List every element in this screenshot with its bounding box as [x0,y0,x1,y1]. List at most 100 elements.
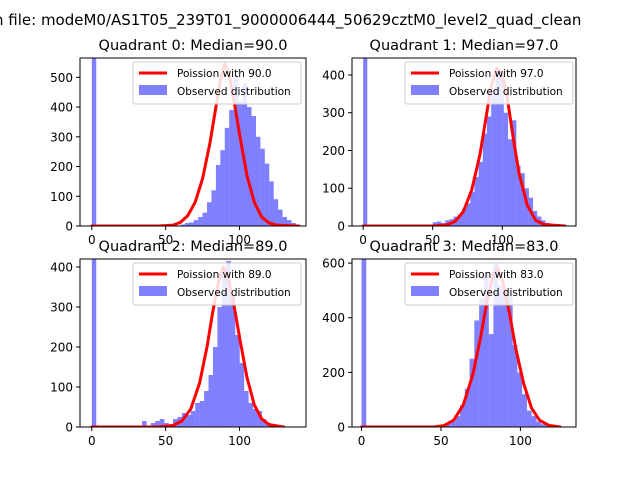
quadrant-0-hist-bar [238,101,243,226]
quadrant-3-hist-bar [455,416,461,427]
quadrant-2-legend-fit-label: Poission with 89.0 [177,269,272,281]
quadrant-2-hist-bar [186,415,191,427]
quadrant-0-hist-bar [215,165,221,226]
quadrant-1-ytick-label: 0 [337,220,345,234]
quadrant-1-ytick-label: 100 [322,182,345,196]
quadrant-0-hist-bar [260,148,265,226]
quadrant-0-legend: Poission with 90.0 Observed distribution [132,61,302,105]
quadrant-0-hist-bar [184,223,190,226]
quadrant-1-hist-bar [516,165,521,226]
quadrant-1-xtick-label: 0 [359,233,367,247]
quadrant-1-hist-bar [461,209,467,226]
quadrant-0-axes-frame [79,57,307,227]
quadrant-0-hist-bar [282,217,287,226]
quadrant-3-hist-bar [517,372,523,427]
quadrant-0-ytick-label: 100 [50,190,73,204]
quadrant-2-hist-bar [199,401,205,427]
quadrant-1-panel: 0 50 100 0 100 200 300 400 Quadrant 1: Median=97… [322,38,577,247]
quadrant-3-hist-bar [450,421,456,427]
quadrant-3-legend-box [404,262,574,306]
quadrant-3-hist-bar [474,320,480,427]
quadrant-2-panel: 0 50 100 0 100 200 300 400 Quadrant 2: Median=89… [50,239,307,448]
quadrant-3-legend-fit-label: Poission with 83.0 [449,269,544,281]
quadrant-2-legend-hist-label: Observed distribution [177,287,291,299]
quadrant-0-hist-bar [189,222,194,226]
quadrant-0-ytick-label: 200 [50,160,73,174]
quadrant-3-hist-bar [493,263,499,427]
quadrant-0-xtick-label: 0 [88,233,96,247]
quadrant-2-ytick-label: 300 [50,301,73,315]
quadrant-2-hist-bar-zero [91,259,97,427]
quadrant-1-hist-bar [503,112,509,226]
quadrant-3-hist-bar [498,284,504,427]
quadrant-1-hist-bar [491,90,496,226]
quadrant-0-hist-bar [233,74,239,226]
quadrant-1-xtick-label: 100 [491,233,514,247]
quadrant-0-hist-bar [251,115,256,226]
quadrant-1-hist-bar [466,203,471,226]
quadrant-0-hist-bar [273,199,279,226]
quadrant-2-hist-bar [212,347,218,427]
quadrant-0-legend-box [132,61,302,105]
quadrant-3-title: Quadrant 3: Median=83.0 [370,239,559,255]
quadrant-2-hist-bar [204,391,209,427]
quadrant-1-hist-bar [495,69,500,226]
quadrant-2-ytick-label: 400 [50,261,73,275]
quadrant-2-axes-frame [79,258,307,428]
quadrant-0-hist-bar [229,110,234,226]
quadrant-3-hist-bar [445,424,451,427]
quadrant-1-ytick-label: 300 [322,106,345,120]
quadrant-3-ytick-label: 600 [322,257,345,271]
quadrant-1-hist-bar [436,221,442,226]
quadrant-3-hist-bar [512,345,518,427]
quadrant-3-xtick-label: 0 [358,434,366,448]
quadrant-1-hist-bar [432,222,438,226]
quadrant-2-hist-bar [142,421,147,427]
figure-suptitle: n file: modeM0/AS1T05_239T01_9000006444_… [0,11,581,30]
quadrant-3-hist-bar [488,334,494,427]
quadrant-3-hist-bar [507,295,513,427]
quadrant-0-panel: 0 50 100 0 100 200 300 400 500 Quadrant 0: Median… [50,38,307,247]
quadrant-3-hist-bar [541,424,547,427]
quadrant-1-hist-bar [478,161,483,226]
quadrant-0-legend-hist-swatch [139,85,167,95]
quadrant-2-xtick-label: 100 [228,434,251,448]
quadrant-2-hist-bar [243,391,249,427]
quadrant-0-title: Quadrant 0: Median=90.0 [99,38,288,54]
quadrant-0-legend-fit-label: Poission with 90.0 [177,68,272,80]
quadrant-1-legend-box [404,61,574,105]
quadrant-1-legend-fit-label: Poission with 97.0 [449,68,544,80]
quadrant-1-legend-hist-label: Observed distribution [449,86,563,98]
quadrant-0-hist-bar [180,224,186,226]
quadrant-2-title: Quadrant 2: Median=89.0 [99,239,288,255]
quadrant-0-hist-bar [286,220,292,226]
quadrant-2-hist-bar [252,409,258,427]
quadrant-0-hist-bar [207,202,212,226]
quadrant-2-hist-bar [239,363,245,427]
quadrant-3-ytick-label: 0 [337,421,345,435]
quadrant-1-hist-bar-zero [363,58,368,226]
quadrant-1-hist-bar [470,192,475,226]
quadrant-1-legend: Poission with 97.0 Observed distribution [404,61,574,105]
quadrant-3-legend-hist-swatch [411,286,439,296]
quadrant-0-legend-hist-label: Observed distribution [177,86,291,98]
quadrant-3-xtick-label: 100 [509,434,532,448]
quadrant-3-hist-bar [526,410,532,427]
quadrant-2-hist-bar [230,295,236,427]
quadrant-1-hist-bar [457,214,463,226]
quadrant-3-hist-bar [521,394,527,427]
quadrant-2-hist-bar [261,419,267,427]
quadrant-0-xtick-label: 100 [228,233,251,247]
quadrant-1-hist-bar [474,176,479,226]
quadrant-3-legend: Poission with 83.0 Observed distribution [404,262,574,306]
quadrant-2-ytick-label: 100 [50,381,73,395]
quadrant-2-hist-bar [155,421,160,427]
quadrant-1-hist-bar [499,76,504,226]
quadrant-2-hist-bar [150,423,156,427]
quadrant-0-hist-bar [246,107,252,226]
quadrant-0-ytick-label: 400 [50,101,73,115]
quadrant-3-hist-bar [469,358,475,427]
quadrant-0-hist-bar-zero [91,58,97,226]
quadrant-1-hist-bar [486,116,492,226]
quadrant-0-hist-bar [255,136,261,226]
